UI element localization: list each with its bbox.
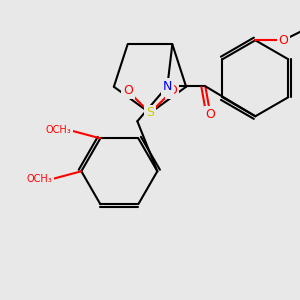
Text: O: O [206,108,215,121]
Text: OCH₃: OCH₃ [26,174,52,184]
Text: O: O [278,34,288,47]
Text: O: O [123,85,133,98]
Text: N: N [163,80,172,93]
Text: O: O [167,85,177,98]
Text: OCH₃: OCH₃ [46,125,71,135]
Text: S: S [146,106,154,119]
